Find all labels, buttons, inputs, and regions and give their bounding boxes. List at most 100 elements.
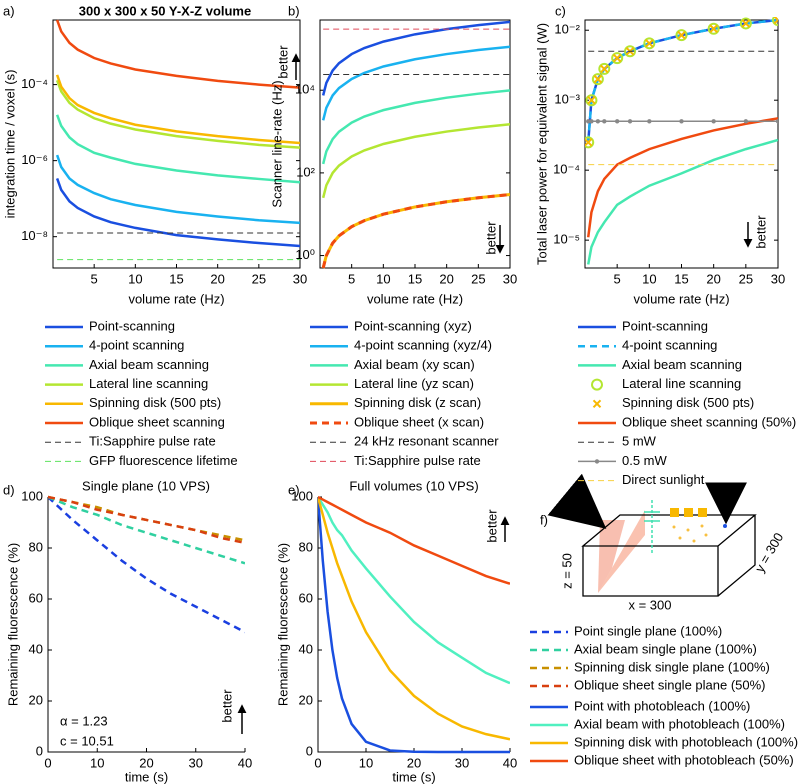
marker [711,119,716,124]
volume-box [581,514,757,597]
y-axis-label: Remaining fluorescence (%) [275,543,290,706]
x-tick-label: 40 [238,755,252,770]
x-tick-label: 30 [189,755,203,770]
legend-label: Point single plane (100%) [574,623,722,638]
panel-label: e) [288,482,300,497]
disk-pinhole [684,508,693,517]
x-tick-label: 20 [439,271,453,286]
series-line [55,154,300,225]
legend-label: Axial beam with photobleach (100%) [574,716,785,731]
series-line [48,496,245,634]
y-tick-label: 100 [21,488,43,503]
annotation: better [219,689,234,723]
y-tick-label: 10⁴ [295,82,315,97]
marker [624,45,637,58]
marker [739,17,752,30]
y-axis-label: Remaining fluorescence (%) [5,543,20,706]
legend-label: Direct sunlight [622,472,705,487]
x-tick-label: 10 [642,271,656,286]
legend-label: Spinning disk single plane (100%) [574,659,770,674]
y-tick-label: 0 [36,743,43,758]
x-tick-label: 25 [471,271,485,286]
series-line [55,79,300,149]
marker [611,52,624,65]
marker [647,119,652,124]
marker [585,136,595,149]
series-line [321,20,510,96]
plot-area [585,17,778,265]
panel-label: f) [540,512,548,527]
x-tick-label: 5 [348,271,355,286]
y-tick-label: 10⁰ [295,247,315,262]
series-line [318,496,510,754]
marker [591,378,603,391]
y-tick-label: 20 [299,692,313,707]
legend-label: Lateral line scanning [89,376,208,391]
y-tick-label: 60 [299,590,313,605]
x-tick-label: 10 [90,755,104,770]
x-tick-label: 15 [408,271,422,286]
plot-frame [319,19,511,269]
z-label: z = 50 [559,553,574,589]
x-axis-label: time (s) [125,769,168,784]
chart-title: 300 x 300 x 50 Y-X-Z volume [79,3,251,18]
marker [595,119,601,124]
x-tick-label: 30 [293,271,307,286]
marker [741,19,751,28]
legend-label: Oblique sheet single plane (50%) [574,677,766,692]
y-tick-label: 10⁻⁵ [553,232,580,247]
legend-label: Spinning disk (500 pts) [89,395,221,410]
legend-label: Axial beam single plane (100%) [574,641,757,656]
marker [585,138,593,147]
marker [772,17,778,26]
panel-label: b) [288,3,300,18]
legend-label: Lateral line scanning [622,376,741,391]
marker [593,74,603,84]
plot-area [48,495,245,634]
marker [598,62,611,75]
panel-label: a) [3,3,15,18]
marker [586,119,591,124]
x-tick-label: 20 [407,755,421,770]
legend-label: 4-point scanning [89,338,184,353]
axes [47,497,245,753]
series-line [321,45,510,121]
x-tick-label: 40 [503,755,517,770]
marker [589,119,594,124]
series-line [318,495,510,585]
marker [709,24,718,33]
light-sheet-side [598,520,625,593]
x-tick-label: 30 [771,271,785,286]
y-tick-label: 40 [299,641,313,656]
series-line [55,178,300,248]
x-tick-label: 15 [674,271,688,286]
y-tick-label: 10⁻⁶ [21,152,48,167]
series-line [48,495,245,545]
legend-label: Axial beam (xy scan) [354,357,475,372]
series-line [586,117,778,238]
x-label: x = 300 [628,597,671,612]
marker [594,459,600,464]
legend-label: Oblique sheet (x scan) [354,414,484,429]
legend-label: Point-scanning [622,318,708,333]
marker [645,39,654,48]
annotation: c = 10.51 [60,733,114,748]
y-axis-label: integration time / voxel (s) [2,70,17,219]
marker [743,119,749,124]
light-sheet [598,510,645,593]
legend-label: Ti:Sapphire pulse rate [89,434,216,449]
legend-label: Spinning disk (500 pts) [622,395,754,410]
panel-label: d) [3,482,15,497]
x-tick-label: 5 [614,271,621,286]
y-tick-label: 10⁻⁴ [553,162,580,177]
series-line [48,495,245,565]
x-axis-label: volume rate (Hz) [633,291,729,306]
series-line [586,18,778,143]
y-tick-label: 10² [296,164,315,179]
light-arrow [547,473,607,529]
marker [775,119,778,124]
y-tick-label: 80 [29,539,43,554]
plot-area [321,20,510,269]
legend-label: Ti:Sapphire pulse rate [354,453,481,468]
